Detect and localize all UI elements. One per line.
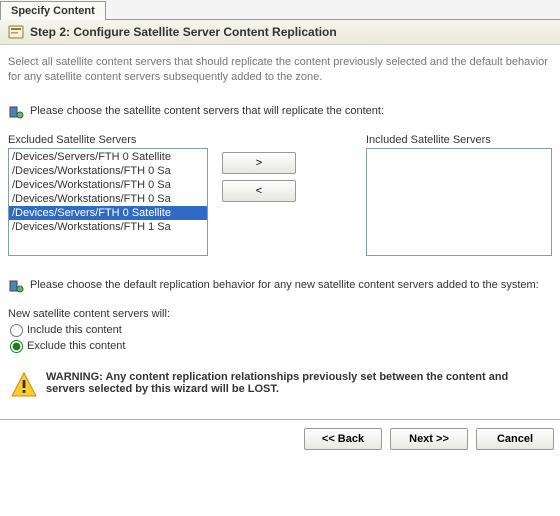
back-button[interactable]: << Back: [304, 428, 382, 450]
warning-icon: [10, 371, 38, 399]
list-item[interactable]: /Devices/Workstations/FTH 0 Sa: [9, 192, 207, 206]
radio-exclude-label: Exclude this content: [27, 340, 125, 352]
tab-specify-content[interactable]: Specify Content: [0, 1, 106, 20]
move-left-button[interactable]: <: [222, 180, 296, 202]
description-text: Select all satellite content servers tha…: [8, 55, 552, 86]
next-button[interactable]: Next >>: [390, 428, 468, 450]
radio-include-label: Include this content: [27, 324, 122, 336]
list-item[interactable]: /Devices/Workstations/FTH 0 Sa: [9, 178, 207, 192]
list-item[interactable]: /Devices/Servers/FTH 0 Satellite: [9, 150, 207, 164]
included-label: Included Satellite Servers: [366, 134, 552, 146]
move-right-button[interactable]: >: [222, 152, 296, 174]
radio-include[interactable]: [10, 324, 23, 337]
radio-heading: New satellite content servers will:: [8, 308, 552, 320]
footer: << Back Next >> Cancel: [0, 419, 560, 458]
section1-text: Please choose the satellite content serv…: [30, 104, 384, 117]
warning-text: WARNING: Any content replication relatio…: [46, 371, 550, 395]
excluded-listbox[interactable]: /Devices/Servers/FTH 0 Satellite/Devices…: [8, 148, 208, 256]
section2-text: Please choose the default replication be…: [30, 278, 539, 291]
wizard-step-icon: [8, 24, 24, 40]
server-icon: [8, 278, 24, 294]
included-listbox[interactable]: [366, 148, 552, 256]
server-icon: [8, 104, 24, 120]
radio-exclude-row[interactable]: Exclude this content: [10, 340, 552, 353]
list-item[interactable]: /Devices/Workstations/FTH 0 Sa: [9, 164, 207, 178]
cancel-button[interactable]: Cancel: [476, 428, 554, 450]
radio-include-row[interactable]: Include this content: [10, 324, 552, 337]
radio-exclude[interactable]: [10, 340, 23, 353]
excluded-label: Excluded Satellite Servers: [8, 134, 208, 146]
list-item[interactable]: /Devices/Workstations/FTH 1 Sa: [9, 220, 207, 234]
list-item[interactable]: /Devices/Servers/FTH 0 Satellite: [9, 206, 207, 220]
step-header: Step 2: Configure Satellite Server Conte…: [0, 20, 560, 45]
tab-bar: Specify Content: [0, 0, 560, 20]
step-title: Step 2: Configure Satellite Server Conte…: [30, 25, 337, 39]
